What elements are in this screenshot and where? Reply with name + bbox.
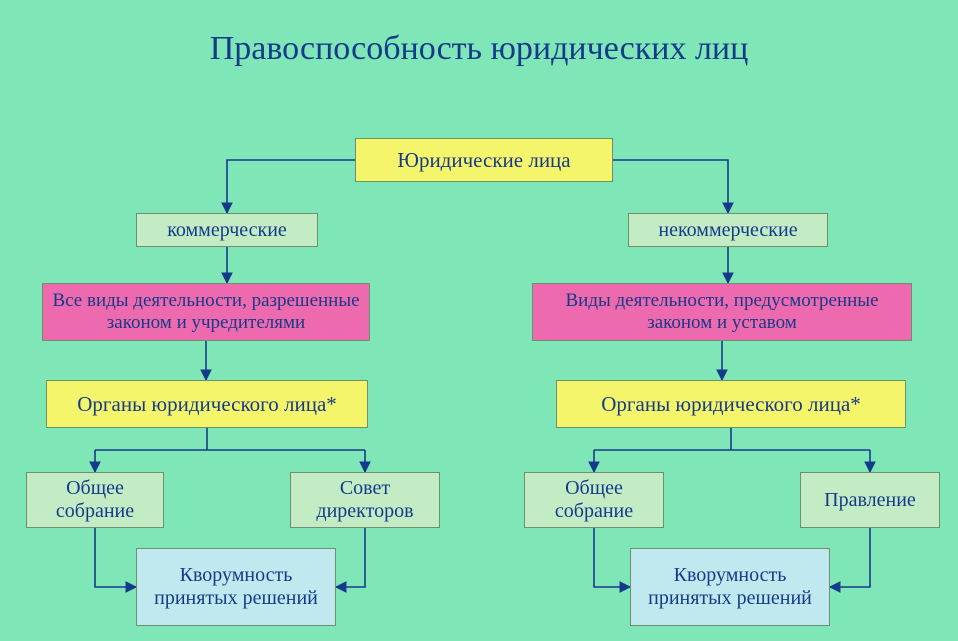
- node-act_l: Все виды деятельности, разрешенные закон…: [42, 283, 370, 341]
- node-bd_r: Правление: [800, 472, 940, 528]
- node-act_r: Виды деятельности, предусмотренные закон…: [532, 283, 912, 341]
- node-gs_r: Общее собрание: [524, 472, 664, 528]
- node-root: Юридические лица: [355, 138, 613, 182]
- node-noncomm: некоммерческие: [628, 213, 828, 247]
- node-quo_r: Кворумность принятых решений: [630, 548, 830, 626]
- node-comm: коммерческие: [136, 213, 318, 247]
- diagram-title: Правоспособность юридических лиц: [0, 27, 958, 70]
- node-org_l: Органы юридического лица*: [46, 380, 368, 428]
- node-bd_l: Совет директоров: [290, 472, 440, 528]
- node-org_r: Органы юридического лица*: [556, 380, 906, 428]
- node-quo_l: Кворумность принятых решений: [136, 548, 336, 626]
- diagram-canvas: Правоспособность юридических лиц Юридиче…: [0, 0, 958, 641]
- node-gs_l: Общее собрание: [26, 472, 164, 528]
